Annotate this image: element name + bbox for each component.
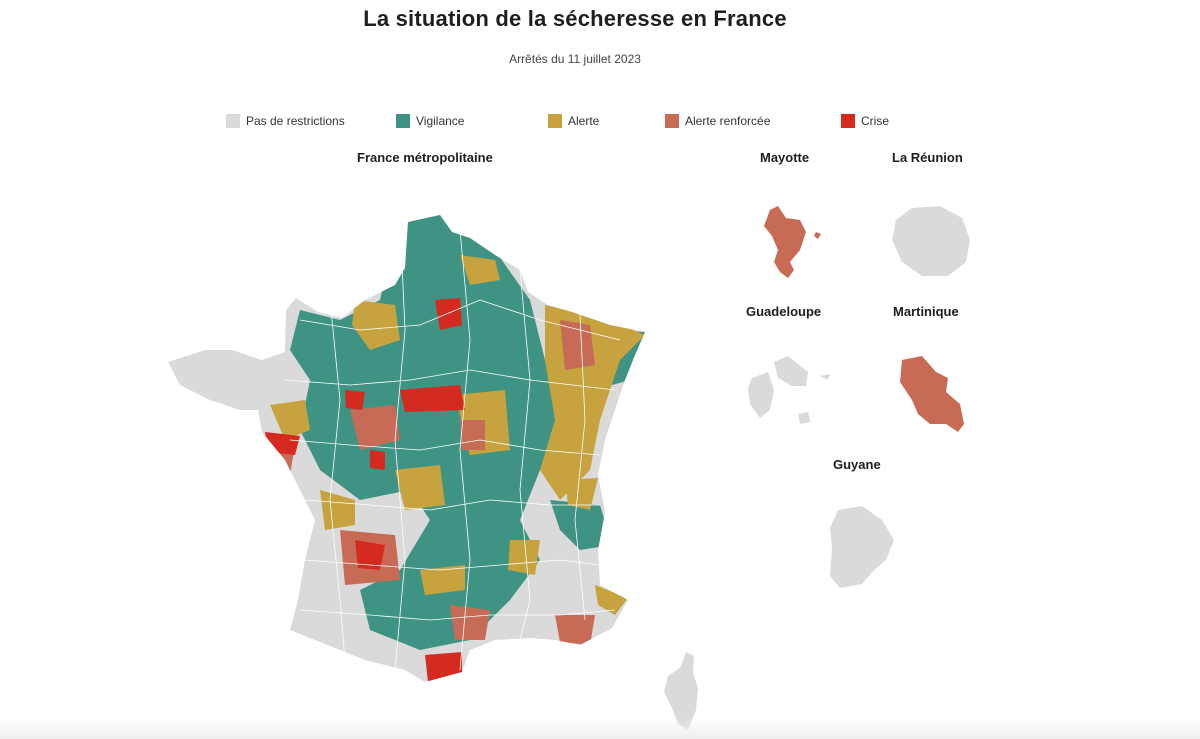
zone-alerte <box>270 400 310 440</box>
legend-swatch-alerte <box>548 114 562 128</box>
legend-item-none: Pas de restrictions <box>226 114 345 128</box>
legend-item-alerte: Alerte <box>548 114 599 128</box>
page-title: La situation de la sécheresse en France <box>363 6 787 31</box>
legend-label-vigilance: Vigilance <box>416 114 465 128</box>
legend-label-alerte: Alerte <box>568 114 600 128</box>
zone-alerte <box>352 300 400 350</box>
guadeloupe-basse-terre <box>748 372 774 418</box>
label-metropole: France métropolitaine <box>357 150 493 165</box>
martinique-map <box>900 356 964 432</box>
zone-alerte <box>460 255 500 285</box>
legend-swatch-vigilance <box>396 114 410 128</box>
label-guyane: Guyane <box>833 457 881 472</box>
zone-crise <box>370 450 385 470</box>
guadeloupe-map <box>748 356 830 424</box>
mayotte-petite-terre <box>814 232 821 239</box>
legend-swatch-alerte-renforcee <box>665 114 679 128</box>
zone-crise <box>400 385 465 412</box>
zone-alerte <box>508 540 540 575</box>
legend-label-alerte-renforcee: Alerte renforcée <box>685 114 771 128</box>
mayotte-map <box>764 206 821 278</box>
zone-crise <box>355 540 385 570</box>
zone-alerte-renforcee <box>555 615 595 645</box>
label-guadeloupe: Guadeloupe <box>746 304 822 319</box>
page-subtitle: Arrêtés du 11 juillet 2023 <box>509 52 641 66</box>
france-metropole-map <box>168 215 698 730</box>
zone-alerte <box>420 565 465 595</box>
legend-swatch-crise <box>841 114 855 128</box>
legend-label-crise: Crise <box>861 114 890 128</box>
label-martinique: Martinique <box>893 304 959 319</box>
zone-alerte <box>320 490 355 530</box>
legend-item-vigilance: Vigilance <box>396 114 464 128</box>
zone-crise <box>425 652 462 682</box>
department-borders <box>284 219 621 671</box>
zone-vigilance <box>550 500 612 550</box>
guadeloupe-grande-terre <box>774 356 808 386</box>
label-mayotte: Mayotte <box>760 150 810 165</box>
zone-crise <box>345 390 365 410</box>
zone-alerte <box>565 478 598 510</box>
zone-alerte-renforcee <box>460 420 485 450</box>
mayotte-island <box>764 206 806 278</box>
zone-alerte-renforcee <box>350 405 400 450</box>
legend-item-crise: Crise <box>841 114 889 128</box>
bottom-fade <box>0 717 1200 739</box>
zone-crise <box>265 432 300 455</box>
zone-alerte <box>395 465 445 510</box>
guadeloupe-desirade <box>820 374 830 380</box>
zone-alerte-renforcee <box>450 605 490 640</box>
department-zones <box>265 215 645 682</box>
guyane-map <box>830 506 894 588</box>
legend-swatch-none <box>226 114 240 128</box>
legend-item-alerte-renforcee: Alerte renforcée <box>665 114 770 128</box>
legend: Pas de restrictions Vigilance Alerte Ale… <box>0 114 1200 134</box>
zone-crise <box>435 298 462 330</box>
guadeloupe-marie-galante <box>798 412 810 424</box>
corse-map <box>664 652 698 730</box>
reunion-map <box>892 206 970 276</box>
label-reunion: La Réunion <box>892 150 963 165</box>
zone-alerte <box>595 585 628 615</box>
legend-label-none: Pas de restrictions <box>246 114 345 128</box>
zone-alerte-renforcee <box>560 320 595 370</box>
